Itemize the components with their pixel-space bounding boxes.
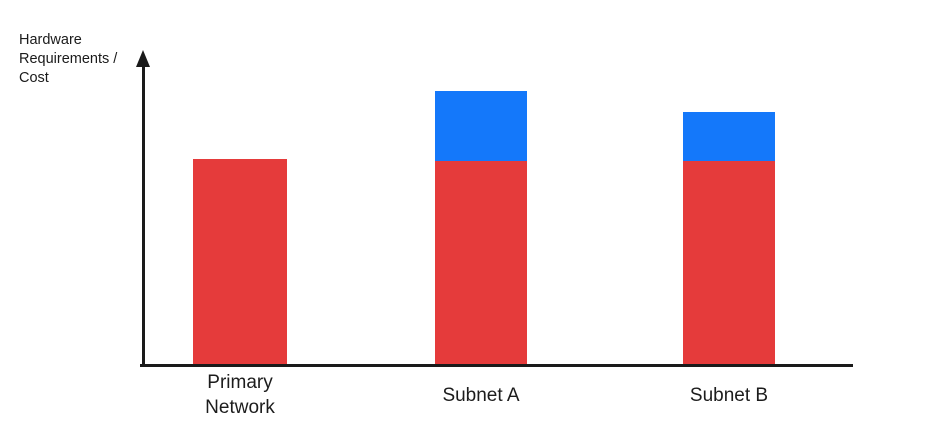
bar-subnet-b	[683, 112, 775, 364]
bar-segment-blue-overhead	[683, 112, 775, 161]
bar-primary-network	[193, 159, 287, 364]
bar-segment-red-base	[683, 161, 775, 364]
bar-segment-red-base	[193, 159, 287, 364]
bar-subnet-a	[435, 91, 527, 364]
y-axis-line	[142, 60, 145, 367]
y-axis-label: Hardware Requirements / Cost	[19, 32, 118, 86]
bar-segment-blue-overhead	[435, 91, 527, 161]
x-axis-label-subnet-b: Subnet B	[689, 384, 769, 406]
x-axis-label-subnet-a: Subnet A	[442, 384, 520, 406]
y-axis-arrow-icon	[136, 50, 150, 67]
bar-segment-red-base	[435, 161, 527, 364]
x-axis-label-primary-network: Primary Network	[205, 372, 275, 418]
x-axis-line	[140, 364, 853, 367]
